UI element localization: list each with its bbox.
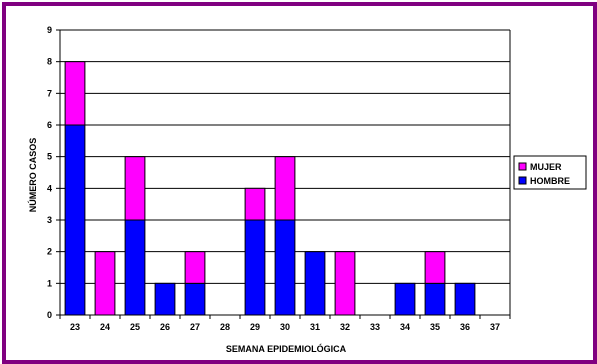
x-tick-label: 31 (310, 322, 320, 332)
y-tick-label: 0 (47, 310, 52, 320)
y-tick-label: 5 (47, 152, 52, 162)
x-tick-label: 36 (460, 322, 470, 332)
y-tick-label: 9 (47, 25, 52, 35)
bar-mujer-25 (124, 156, 146, 221)
x-tick-label: 33 (370, 322, 380, 332)
x-tick-label: 23 (70, 322, 80, 332)
bar-hombre-31 (304, 251, 326, 316)
y-tick-label: 2 (47, 247, 52, 257)
y-axis-title: NÚMERO CASOS (27, 138, 38, 213)
bar-mujer-27 (184, 251, 206, 284)
y-tick-label: 1 (47, 278, 52, 288)
x-tick-label: 30 (280, 322, 290, 332)
bars (64, 61, 476, 316)
x-tick-label: 32 (340, 322, 350, 332)
legend-swatch-hombre (518, 176, 527, 185)
y-tick-labels: 0 1 2 3 4 5 6 7 8 9 (47, 25, 52, 320)
y-tick-label: 4 (47, 183, 52, 193)
bar-hombre-34 (394, 282, 416, 316)
x-tick-label: 34 (400, 322, 410, 332)
y-tick-label: 8 (47, 57, 52, 67)
x-tick-label: 37 (490, 322, 500, 332)
bar-mujer-24 (94, 251, 116, 316)
y-tick-label: 6 (47, 120, 52, 130)
bar-hombre-25 (124, 219, 146, 316)
x-tick-label: 26 (160, 322, 170, 332)
bar-hombre-27 (184, 282, 206, 316)
y-tick-label: 7 (47, 88, 52, 98)
x-tick-labels: 23 24 25 26 27 28 29 30 31 32 33 34 35 36 37 (70, 322, 500, 332)
x-tick-label: 25 (130, 322, 140, 332)
bar-hombre-30 (274, 219, 296, 316)
legend: MUJER HOMBRE (513, 155, 587, 190)
bar-mujer-29 (244, 187, 266, 221)
bar-mujer-23 (64, 61, 86, 126)
x-tick-label: 28 (220, 322, 230, 332)
bar-hombre-26 (154, 282, 176, 316)
bar-hombre-23 (64, 124, 86, 316)
x-axis-title: SEMANA EPIDEMIOLÓGICA (226, 343, 347, 354)
legend-box (513, 155, 587, 190)
bar-mujer-32 (334, 251, 356, 316)
legend-swatch-mujer (518, 162, 527, 171)
x-tick-label: 24 (100, 322, 110, 332)
axes (56, 29, 511, 319)
bar-mujer-30 (274, 156, 296, 221)
legend-label-mujer: MUJER (530, 162, 562, 172)
legend-label-hombre: HOMBRE (530, 176, 570, 186)
bar-hombre-35 (424, 282, 446, 316)
bar-mujer-35 (424, 251, 446, 284)
x-tick-label: 27 (190, 322, 200, 332)
bar-hombre-29 (244, 219, 266, 316)
y-tick-label: 3 (47, 215, 52, 225)
bar-hombre-36 (454, 282, 476, 316)
x-tick-label: 35 (430, 322, 440, 332)
x-tick-label: 29 (250, 322, 260, 332)
